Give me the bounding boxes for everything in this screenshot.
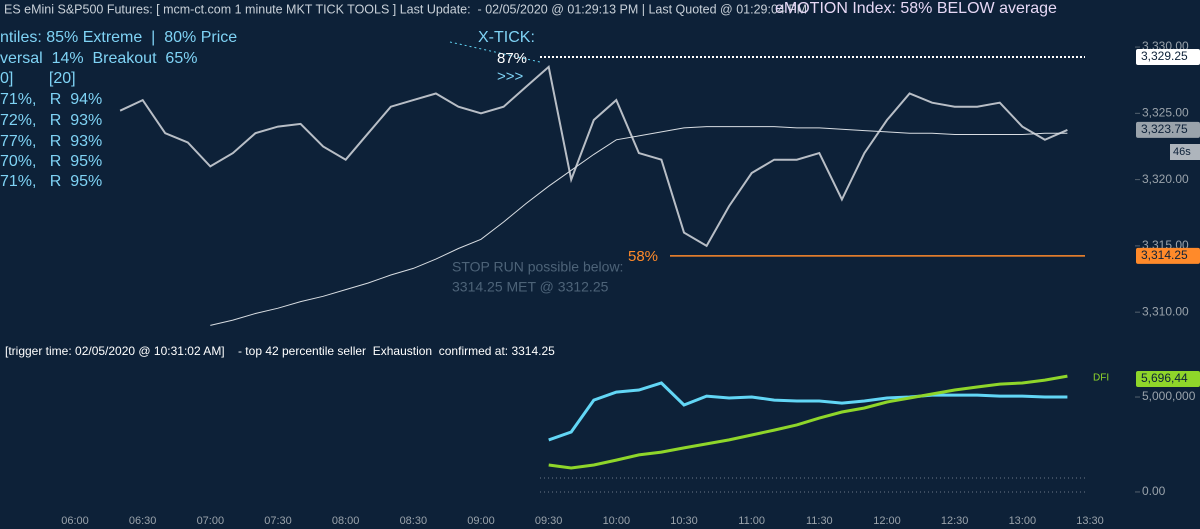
annotation: 70%, R 95% <box>0 153 102 170</box>
x-tick-label: 12:30 <box>941 515 969 527</box>
annotation: 58% <box>628 248 658 265</box>
level-box <box>1136 121 1200 138</box>
series-line <box>548 381 1068 442</box>
series-line <box>119 65 1068 248</box>
x-tick-label: 09:00 <box>467 515 495 527</box>
x-tick-label: 12:00 <box>873 515 901 527</box>
annotation: >>> <box>497 68 524 85</box>
annotation: 87% <box>497 50 527 67</box>
level-box <box>1136 48 1200 65</box>
x-tick-label: 11:00 <box>738 515 765 527</box>
y-tick-label: 5,000,000 <box>1142 389 1196 403</box>
x-tick-label: 07:30 <box>264 515 292 527</box>
x-tick-label: 08:00 <box>332 515 360 527</box>
level-label: 3,314.25 <box>1141 248 1188 262</box>
x-tick-label: 06:00 <box>61 515 89 527</box>
level-box <box>1136 247 1200 264</box>
level-label: 3,329.25 <box>1141 49 1188 63</box>
x-tick-label: 13:30 <box>1076 515 1104 527</box>
annotation: 46s <box>1173 146 1191 158</box>
annotation: 3314.25 MET @ 3312.25 <box>452 279 609 295</box>
annotation: versal 14% Breakout 65% <box>0 50 197 67</box>
x-tick-label: 09:30 <box>535 515 563 527</box>
annotation: 71%, R 94% <box>0 91 102 108</box>
y-tick-label: 3,310.00 <box>1142 304 1189 318</box>
annotation: STOP RUN possible below: <box>452 259 623 275</box>
y-tick-label: 0.00 <box>1142 484 1166 498</box>
header-title: ES eMini S&P500 Futures: [ mcm-ct.com 1 … <box>4 2 807 16</box>
y-tick-label: 3,320.00 <box>1142 172 1189 186</box>
series-line <box>548 374 1068 470</box>
series-line <box>210 126 1068 326</box>
level-label: 3,323.75 <box>1141 122 1188 136</box>
annotation: ntiles: 85% Extreme | 80% Price <box>0 29 237 46</box>
annotation: 71%, R 95% <box>0 173 102 190</box>
timer-box <box>1170 144 1200 160</box>
last-label: 5,696,44 <box>1141 371 1188 385</box>
legend-entry: DFI <box>1093 373 1109 384</box>
x-tick-label: 10:00 <box>603 515 631 527</box>
x-tick-label: 08:30 <box>400 515 428 527</box>
emotion-index: eMOTION Index: 58% BELOW average <box>775 0 1057 17</box>
x-tick-label: 11:30 <box>806 515 833 527</box>
x-tick-label: 13:00 <box>1009 515 1037 527</box>
x-tick-label: 07:00 <box>197 515 225 527</box>
annotation: 0] [20] <box>0 70 76 87</box>
annotation: [trigger time: 02/05/2020 @ 10:31:02 AM]… <box>5 344 555 358</box>
annotation: 77%, R 93% <box>0 133 102 150</box>
annotation: 72%, R 93% <box>0 112 102 129</box>
annotation: X-TICK: <box>478 29 535 46</box>
xtick-pointer <box>449 41 541 63</box>
last-box <box>1136 371 1200 387</box>
x-tick-label: 10:30 <box>670 515 698 527</box>
x-tick-label: 06:30 <box>129 515 157 527</box>
y-tick-label: 3,325.00 <box>1142 106 1189 120</box>
